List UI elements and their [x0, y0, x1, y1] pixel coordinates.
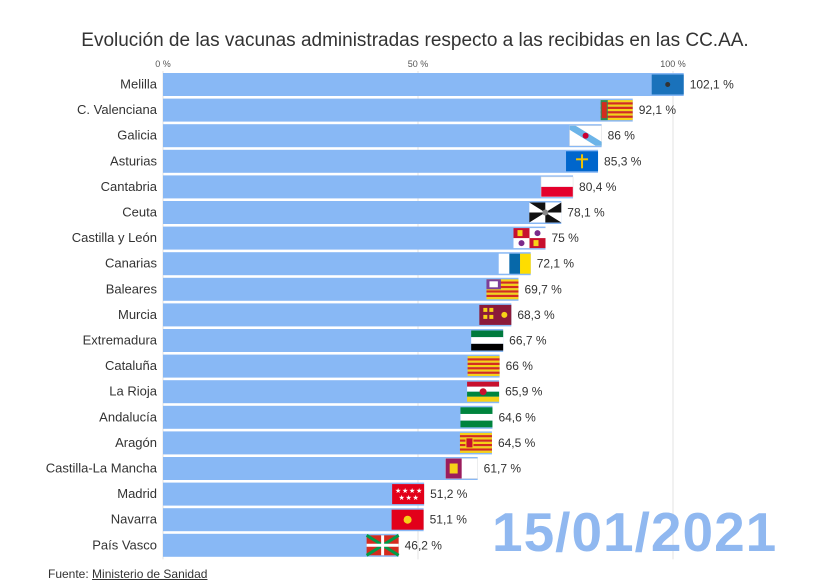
svg-text:★: ★: [405, 494, 411, 502]
svg-text:★: ★: [402, 487, 408, 495]
category-label: Aragón: [115, 435, 157, 450]
value-label: 46,2 %: [405, 538, 443, 552]
flag-asturias-icon: [566, 151, 599, 172]
category-label: Asturias: [110, 153, 157, 168]
category-label: Ceuta: [122, 205, 157, 220]
flag-galicia-icon: [569, 125, 602, 146]
flag-castilla-leon-icon: [513, 228, 546, 249]
bar: [163, 303, 512, 327]
value-label: 75 %: [552, 231, 580, 245]
value-label: 66 %: [506, 359, 534, 373]
category-label: Castilla y León: [72, 230, 157, 245]
value-label: 85,3 %: [604, 154, 642, 168]
flag-cataluna-icon: [467, 356, 500, 377]
source-note: Fuente: Ministerio de Sanidad: [48, 567, 207, 581]
svg-text:★: ★: [409, 487, 415, 495]
flag-cantabria-icon: [540, 176, 574, 198]
category-label: Castilla-La Mancha: [46, 461, 158, 476]
category-label: Andalucía: [99, 409, 158, 424]
bar: [163, 354, 500, 378]
value-label: 80,4 %: [579, 180, 617, 194]
flag-la-rioja-icon: [467, 381, 500, 402]
flag-baleares-icon: [486, 279, 519, 300]
bar: [163, 533, 399, 557]
flag-murcia-icon: [479, 304, 512, 325]
flag-extremadura-icon: [471, 330, 504, 351]
x-tick-label: 100 %: [660, 59, 686, 69]
flag-castilla-la-mancha-icon: [445, 458, 478, 479]
svg-text:★: ★: [395, 487, 401, 495]
value-label: 68,3 %: [517, 308, 555, 322]
flag-canarias-icon: [498, 253, 531, 274]
date-stamp: 15/01/2021: [492, 501, 778, 563]
category-label: Cataluña: [105, 358, 158, 373]
value-label: 64,6 %: [498, 410, 536, 424]
bar: [163, 73, 684, 96]
svg-text:★: ★: [416, 487, 422, 495]
svg-text:★: ★: [398, 494, 404, 502]
flag-pais-vasco-icon: [365, 534, 400, 557]
value-label: 78,1 %: [567, 206, 605, 220]
flag-andalucia-icon: [460, 407, 493, 428]
category-label: Baleares: [106, 281, 158, 296]
flag-valencia-icon: [600, 100, 633, 121]
flag-madrid-icon: ★ ★ ★ ★★ ★ ★: [392, 484, 425, 505]
bar: [163, 252, 531, 276]
value-label: 64,5 %: [498, 436, 536, 450]
bar: [163, 329, 504, 352]
bar: [163, 431, 492, 455]
value-label: 65,9 %: [505, 385, 543, 399]
bar: [163, 457, 478, 480]
source-link[interactable]: Ministerio de Sanidad: [92, 567, 208, 581]
value-label: 86 %: [608, 129, 636, 143]
bar: [163, 277, 519, 301]
value-label: 102,1 %: [690, 78, 734, 92]
category-label: La Rioja: [109, 384, 157, 399]
category-label: Murcia: [118, 307, 158, 322]
category-label: Cantabria: [101, 179, 158, 194]
category-label: País Vasco: [92, 537, 157, 552]
category-label: Madrid: [117, 486, 157, 501]
chart-title: Evolución de las vacunas administradas r…: [81, 30, 749, 51]
category-label: Melilla: [120, 77, 158, 92]
flag-navarra-icon: [391, 509, 424, 530]
bar: [163, 508, 424, 532]
category-label: Galicia: [117, 128, 158, 143]
value-label: 66,7 %: [509, 334, 547, 348]
bar: [163, 226, 546, 250]
value-label: 69,7 %: [524, 282, 562, 296]
bar: [163, 149, 599, 173]
flag-aragon-icon: [459, 432, 492, 453]
x-tick-label: 0 %: [155, 59, 171, 69]
value-label: 92,1 %: [639, 103, 677, 117]
value-label: 61,7 %: [484, 462, 522, 476]
bar: [163, 201, 562, 224]
category-label: C. Valenciana: [77, 102, 158, 117]
bar: [163, 98, 633, 122]
svg-text:★: ★: [412, 494, 418, 502]
flag-ceuta-icon: [529, 202, 562, 223]
bar: [163, 124, 602, 148]
bar: [163, 405, 493, 429]
category-label: Canarias: [105, 256, 158, 271]
flag-melilla-icon: [651, 74, 684, 95]
source-label: Fuente:: [48, 567, 89, 581]
value-label: 51,2 %: [430, 487, 468, 501]
value-label: 72,1 %: [537, 257, 575, 271]
category-label: Navarra: [111, 512, 158, 527]
value-label: 51,1 %: [430, 513, 468, 527]
x-tick-label: 50 %: [408, 59, 429, 69]
category-label: Extremadura: [83, 333, 158, 348]
bar: [163, 380, 500, 404]
bar: [163, 482, 425, 506]
bar: [163, 175, 574, 199]
